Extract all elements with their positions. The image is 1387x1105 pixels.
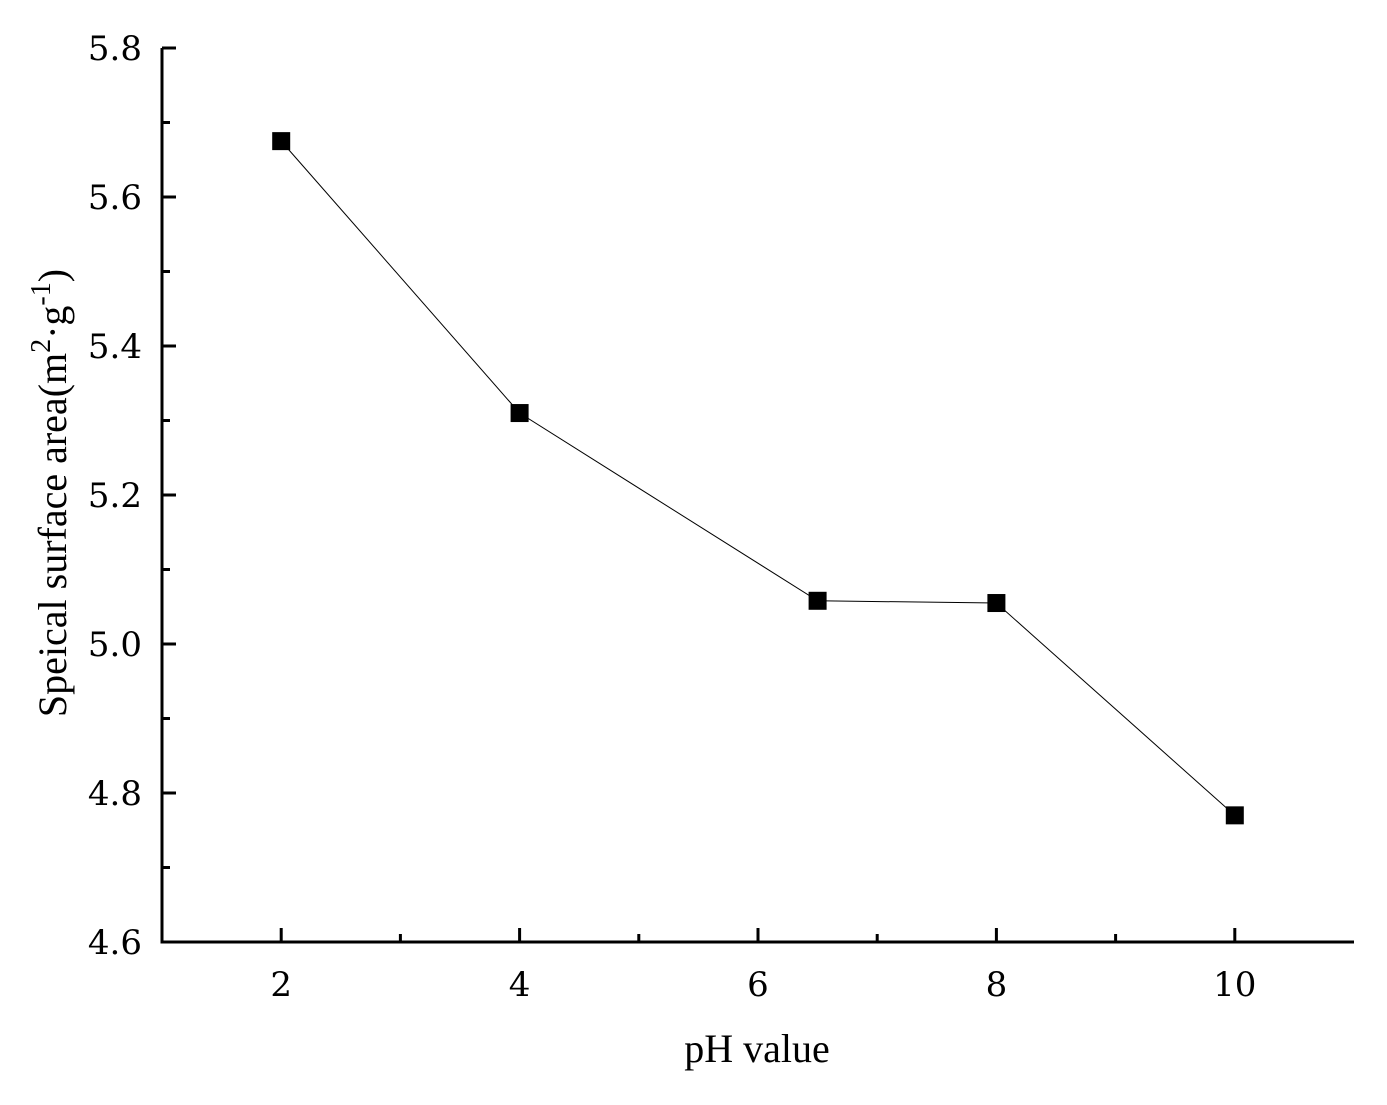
- y-tick-label: 5.0: [88, 625, 142, 665]
- y-axis-title-sup-2: 2: [26, 339, 57, 353]
- y-tick-label: 5.6: [88, 178, 142, 218]
- x-tick-label: 2: [270, 965, 292, 1005]
- x-axis-title: pH value: [684, 1026, 830, 1071]
- data-point: [987, 594, 1006, 613]
- axes: [160, 48, 1354, 944]
- x-tick-label: 6: [747, 965, 769, 1005]
- y-tick-label: 4.6: [88, 923, 142, 963]
- x-tick-label: 8: [986, 965, 1008, 1005]
- y-axis-title-text: Speical surface area(m: [30, 353, 75, 717]
- series-line: [280, 140, 1236, 816]
- data-point: [808, 591, 827, 610]
- y-tick-label: 5.8: [88, 29, 142, 69]
- data-point: [1225, 806, 1244, 825]
- x-tick-label: 4: [509, 965, 531, 1005]
- y-axis-title: Speical surface area(m2·g-1): [26, 269, 75, 717]
- ticks: 2 4 6 8 10 4.6 4.8 5.0 5.2 5.4 5.6 5.8: [88, 29, 1257, 1005]
- markers: [272, 132, 1244, 825]
- data-point: [510, 404, 529, 423]
- y-axis-title-mid: ·g: [30, 306, 75, 339]
- y-tick-label: 5.2: [88, 476, 142, 516]
- x-tick-label: 10: [1213, 965, 1256, 1005]
- y-tick-label: 4.8: [88, 774, 142, 814]
- y-axis-title-close: ): [30, 269, 75, 282]
- y-tick-label: 5.4: [88, 327, 142, 367]
- y-axis-title-sup-neg1: -1: [26, 282, 57, 305]
- data-point: [272, 132, 291, 151]
